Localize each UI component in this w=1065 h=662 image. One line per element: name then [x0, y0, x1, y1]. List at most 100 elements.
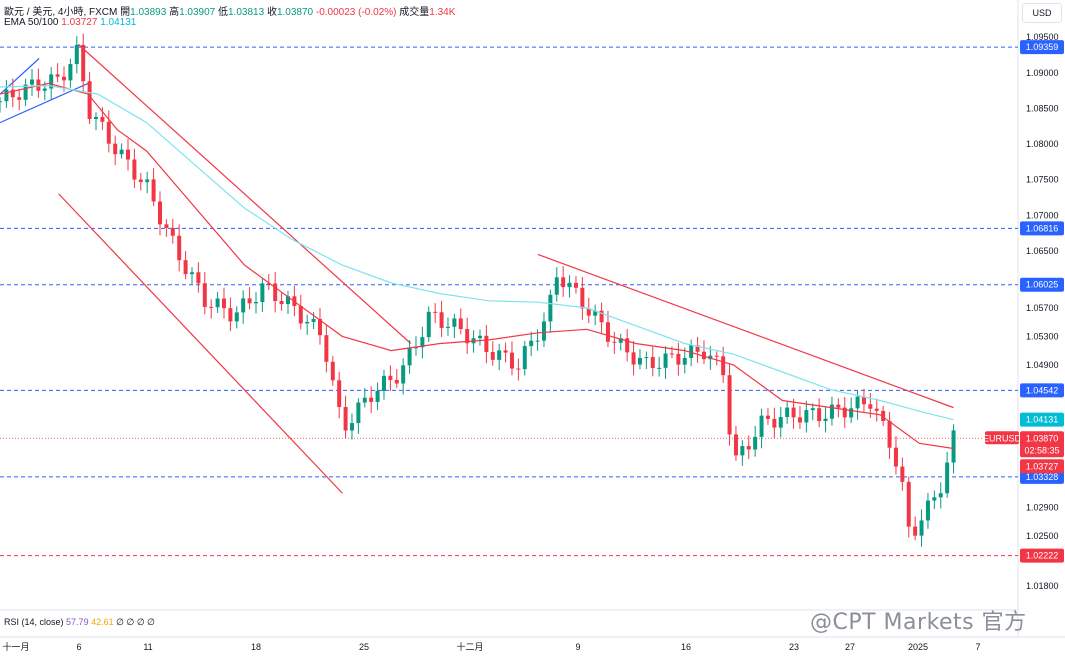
time-tick-label: 23: [789, 642, 799, 652]
candle-body: [913, 526, 918, 536]
close-value: 1.03870: [276, 7, 314, 18]
high-value: 1.03907: [179, 7, 216, 18]
candle-body: [247, 298, 252, 304]
candle-body: [682, 357, 687, 365]
price-tick-label: 1.07000: [1026, 210, 1059, 220]
rsi-extras: ∅ ∅ ∅ ∅: [116, 617, 156, 627]
candle-body: [637, 357, 642, 365]
candle-body: [714, 355, 719, 357]
candle-body: [177, 235, 182, 261]
candle-body: [663, 353, 668, 368]
candle-body: [55, 74, 60, 77]
candle-body: [708, 355, 713, 360]
candle-body: [804, 410, 809, 423]
level-price-badge: [1020, 40, 1064, 55]
ema50-price-badge: [1020, 459, 1064, 474]
symbol-title[interactable]: 歐元 / 美元, 4小時, FXCM: [4, 7, 118, 18]
candle-body: [484, 335, 489, 352]
candle-body: [522, 346, 527, 370]
candle-body: [631, 352, 636, 365]
candle-body: [740, 446, 745, 456]
level-price-badge: [1020, 277, 1064, 292]
currency-button[interactable]: USD: [1022, 3, 1062, 23]
candle-body: [388, 375, 393, 380]
candle-body: [260, 283, 265, 303]
candle-body: [170, 227, 175, 236]
candle-body: [349, 423, 354, 431]
candle-body: [330, 361, 335, 381]
level-price-label: 1.09359: [1026, 42, 1059, 52]
candle-body: [234, 312, 239, 322]
price-tick-label: 1.08500: [1026, 103, 1059, 113]
time-tick-label: 18: [251, 642, 261, 652]
candle-body: [343, 407, 348, 431]
rsi-header[interactable]: RSI (14, close) 57.79 42.61 ∅ ∅ ∅ ∅: [4, 617, 155, 628]
candle-body: [593, 310, 598, 316]
candle-body: [138, 179, 143, 183]
candle-body: [266, 283, 271, 285]
ema-header[interactable]: EMA 50/100 1.03727 1.04131: [4, 17, 136, 28]
candle-body: [529, 340, 534, 347]
candle-body: [93, 116, 98, 119]
candle-body: [362, 397, 367, 403]
candle-body: [183, 260, 188, 275]
open-label: 開: [120, 7, 131, 18]
candle-body: [445, 326, 450, 328]
price-tick-label: 1.02900: [1026, 502, 1059, 512]
candle-body: [253, 302, 258, 304]
candle-body: [874, 408, 879, 411]
time-tick-label: 2025: [908, 642, 928, 652]
candle-body: [586, 308, 591, 316]
candle-body: [106, 121, 111, 144]
candle-body: [87, 81, 92, 119]
candle-body: [465, 329, 470, 344]
candle-body: [881, 410, 886, 422]
candle-body: [836, 404, 841, 408]
candle-body: [561, 277, 566, 288]
candle-body: [759, 415, 764, 437]
price-tick-label: 1.09000: [1026, 68, 1059, 78]
candle-body: [413, 347, 418, 349]
candle-body: [657, 367, 662, 369]
price-tick-label: 1.05700: [1026, 303, 1059, 313]
candle-body: [29, 79, 34, 85]
candle-body: [701, 351, 706, 360]
candle-body: [497, 350, 502, 360]
time-tick-label: 6: [76, 642, 81, 652]
price-tick-label: 1.04900: [1026, 360, 1059, 370]
candle-body: [861, 396, 866, 405]
candle-body: [202, 283, 207, 307]
candle-body: [10, 89, 15, 98]
candle-body: [919, 520, 924, 536]
candle-body: [689, 345, 694, 358]
candle-body: [554, 277, 559, 295]
candle-body: [541, 321, 546, 341]
candle-body: [189, 272, 194, 275]
candle-body: [612, 341, 617, 343]
candle-body: [727, 375, 732, 435]
candle-body: [452, 318, 457, 327]
candle-body: [426, 311, 431, 338]
volume-label: 成交量: [399, 7, 430, 18]
candle-body: [311, 318, 316, 322]
candle-body: [535, 340, 540, 342]
candle-body: [273, 283, 278, 301]
candle-body: [401, 365, 406, 384]
candle-body: [797, 417, 802, 423]
candle-body: [503, 350, 508, 353]
candle-body: [900, 466, 905, 482]
blue-channel-upper-trendline: [0, 58, 40, 95]
candle-body: [74, 44, 79, 65]
level-price-label: 1.06816: [1026, 223, 1059, 233]
ohlc-header: 歐元 / 美元, 4小時, FXCM 開1.03893 高1.03907 低1.…: [4, 3, 455, 18]
red-downtrend-trendline: [537, 253, 954, 409]
time-tick-label: 9: [575, 642, 580, 652]
candle-body: [733, 434, 738, 456]
candle-body: [433, 311, 438, 313]
symbol-price-tag-label: EURUSD: [983, 433, 1022, 443]
volume-value: 1.34K: [429, 7, 456, 18]
time-tick-label: 16: [681, 642, 691, 652]
rsi-label: RSI (14, close): [4, 617, 64, 627]
